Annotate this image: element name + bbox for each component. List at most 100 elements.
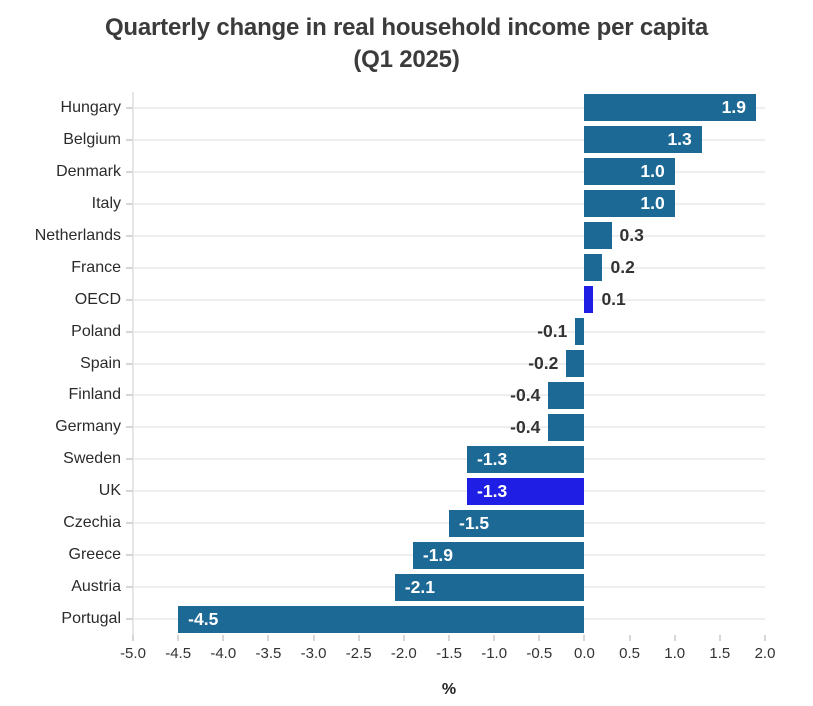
bar-italy	[584, 190, 675, 218]
y-axis-label-oecd: OECD	[74, 290, 121, 308]
y-tick-mark	[126, 362, 133, 365]
bar-value-label-belgium: 1.3	[667, 129, 692, 150]
x-tick-label-m4-5: -4.5	[165, 645, 192, 662]
x-tick-mark	[132, 635, 134, 641]
bar-value-label-germany: -0.4	[510, 416, 541, 437]
x-tick-mark	[764, 635, 766, 641]
x-tick-mark	[718, 635, 721, 641]
x-tick-label-m0-5: -0.5	[526, 645, 553, 662]
gridline	[133, 202, 765, 205]
x-tick-mark	[448, 635, 450, 641]
x-tick-label-m3: -3.0	[300, 645, 327, 662]
x-tick-label-m3-5: -3.5	[255, 645, 282, 662]
y-tick-mark	[126, 522, 133, 525]
x-tick-label-m1: -1.0	[481, 645, 508, 662]
x-tick-mark	[583, 635, 586, 641]
gridline	[133, 330, 765, 333]
y-tick-mark	[126, 234, 133, 237]
x-tick-mark	[357, 635, 360, 641]
bar-belgium	[584, 126, 702, 154]
y-axis-label-finland: Finland	[68, 386, 121, 404]
y-axis-label-netherlands: Netherlands	[34, 226, 121, 244]
bar-uk	[467, 477, 585, 505]
bar-value-label-greece: -1.9	[422, 544, 454, 565]
gridline	[133, 362, 765, 365]
y-axis-label-portugal: Portugal	[61, 610, 121, 628]
y-axis-label-uk: UK	[98, 482, 121, 500]
bar-greece	[412, 541, 585, 569]
y-tick-mark	[126, 330, 133, 333]
x-tick-mark	[402, 635, 405, 641]
x-tick-label-1: 1.0	[664, 645, 686, 662]
y-axis-label-sweden: Sweden	[63, 450, 121, 468]
y-axis-label-denmark: Denmark	[56, 162, 121, 180]
y-tick-mark	[126, 106, 133, 109]
bar-value-label-denmark: 1.0	[640, 161, 665, 182]
y-tick-mark	[126, 266, 133, 269]
chart-title: Quarterly change in real household incom…	[0, 12, 813, 75]
x-axis-label: %	[441, 681, 457, 698]
y-tick-mark	[126, 490, 133, 493]
bar-czechia	[449, 509, 585, 537]
y-axis-label-belgium: Belgium	[63, 130, 121, 148]
x-tick-label-m2: -2.0	[390, 645, 417, 662]
bar-oecd	[584, 286, 594, 314]
y-tick-mark	[126, 138, 133, 141]
bar-value-label-oecd: 0.1	[601, 289, 626, 310]
y-tick-mark	[126, 202, 133, 205]
bar-value-label-portugal: -4.5	[188, 608, 219, 629]
bar-sweden	[467, 445, 585, 473]
gridline	[133, 298, 765, 301]
y-axis-label-italy: Italy	[91, 194, 121, 212]
bar-finland	[548, 381, 585, 409]
y-axis-label-germany: Germany	[55, 418, 121, 436]
x-tick-mark	[538, 635, 541, 641]
x-tick-label-m2-5: -2.5	[345, 645, 372, 662]
y-tick-mark	[126, 458, 133, 461]
y-tick-mark	[126, 426, 133, 429]
chart-title-line2: (Q1 2025)	[353, 45, 460, 73]
x-tick-label-0m5: 0.5	[619, 645, 640, 662]
x-tick-mark	[312, 635, 315, 641]
y-axis-label-hungary: Hungary	[60, 98, 121, 116]
bar-portugal	[178, 605, 585, 633]
bar-poland	[575, 318, 585, 346]
bar-value-label-sweden: -1.3	[477, 448, 508, 469]
bar-value-label-czechia: -1.5	[459, 512, 490, 533]
y-axis-label-spain: Spain	[80, 354, 121, 372]
x-tick-mark	[177, 635, 180, 641]
bar-netherlands	[584, 222, 612, 250]
gridline	[133, 394, 765, 397]
gridline	[133, 266, 765, 269]
bar-value-label-spain: -0.2	[528, 353, 559, 373]
bar-denmark	[584, 158, 675, 186]
x-tick-mark	[628, 635, 631, 641]
x-tick-label-m5: -5.0	[120, 645, 146, 662]
y-axis-label-austria: Austria	[71, 578, 121, 596]
y-tick-mark	[126, 298, 133, 301]
x-tick-label-m1-5: -1.5	[436, 645, 462, 662]
y-tick-mark	[126, 170, 133, 173]
bar-value-label-netherlands: 0.3	[619, 225, 644, 246]
plot-area: Hungary 1.9 Belgium 1.3 Denmark 1.0 Italy 1.0 Ne…	[35, 92, 775, 662]
bar-france	[584, 254, 603, 282]
gridline	[133, 170, 765, 173]
chart-title-line1: Quarterly change in real household incom…	[104, 14, 709, 41]
x-tick-mark	[673, 635, 676, 641]
y-axis-label-france: France	[71, 258, 121, 276]
gridline	[133, 106, 765, 109]
x-tick-mark	[267, 635, 270, 641]
bar-value-label-uk: -1.3	[477, 480, 508, 501]
y-tick-mark	[126, 586, 133, 589]
bar-value-label-austria: -2.1	[404, 576, 435, 597]
x-tick-mark	[222, 635, 225, 641]
y-tick-mark	[126, 394, 133, 397]
gridline	[133, 458, 765, 461]
y-tick-mark	[126, 554, 133, 557]
x-tick-label-0: 0.0	[573, 645, 595, 662]
bar-hungary	[584, 94, 756, 122]
x-tick-mark	[493, 635, 496, 641]
y-axis-label-czechia: Czechia	[63, 514, 121, 532]
bar-value-label-france: 0.2	[610, 257, 635, 278]
